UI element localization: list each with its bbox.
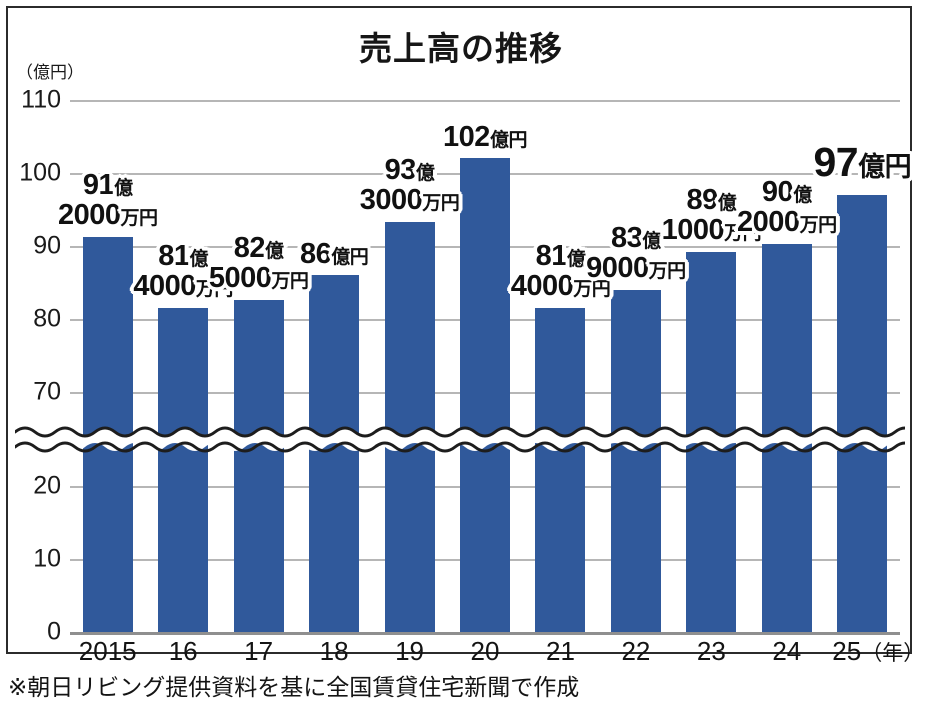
bar-value-label-line2: 5000万円	[208, 262, 309, 295]
bar	[610, 290, 661, 632]
y-axis-tick-label: 100	[19, 158, 61, 187]
bar	[535, 308, 586, 632]
bar	[837, 194, 888, 632]
chart-panel: 売上高の推移 （億円） 110 100 90 80 70 20 10 0 91億 2000万円 8…	[6, 6, 924, 666]
x-axis-label: 2015	[78, 636, 137, 666]
bar-value-label-line1: 97億円	[813, 138, 912, 185]
y-axis-tick-label: 80	[33, 304, 61, 333]
bar-value-label: 89億 1000万円	[661, 184, 762, 247]
y-axis-tick-label: 10	[33, 544, 61, 573]
x-axis-label: 19	[395, 636, 424, 666]
bar-value-label-line1: 102億円	[443, 121, 527, 154]
bar-value-label: 81億 4000万円	[511, 242, 611, 302]
bars-group	[70, 92, 900, 632]
bar-value-label-line1: 90億	[761, 176, 812, 209]
bar-value-label-line1: 82億	[233, 232, 284, 265]
bar	[460, 158, 510, 632]
bar	[82, 237, 133, 632]
x-axis-line	[70, 632, 900, 635]
y-axis-tick-label: 20	[33, 471, 61, 500]
bar-value-label-line1: 93億	[384, 153, 435, 186]
y-axis-tick-label: 110	[21, 85, 61, 114]
x-axis-label: 21	[545, 636, 575, 666]
bar-value-label-line2: 2000万円	[57, 198, 158, 231]
x-axis-label: 18	[319, 636, 349, 666]
bar-value-label-line2: 9000万円	[586, 252, 686, 285]
bar-value-label-line1: 89億	[686, 184, 737, 217]
bar-value-label-line2: 2000万円	[737, 206, 837, 239]
bar	[384, 221, 435, 632]
source-footnote: ※朝日リビング提供資料を基に全国賃貸住宅新聞で作成	[8, 674, 580, 700]
bar-value-label: 82億 5000万円	[209, 234, 309, 294]
bar-value-label: 91億 2000万円	[57, 169, 158, 231]
bar-value-label: 86億円	[299, 237, 369, 270]
x-axis-labels-group: 2015 16 17 18 19 20 21 22 23 24 25（年）	[70, 632, 924, 678]
x-axis-label: 16	[168, 636, 198, 666]
y-axis-tick-label: 90	[33, 231, 61, 260]
bar-value-label: 102億円	[443, 121, 527, 154]
bar-value-label-line2: 4000万円	[133, 270, 233, 303]
y-axis-tick-label: 0	[47, 617, 61, 646]
bar-value-label: 90億 2000万円	[737, 176, 837, 239]
x-axis-label: 24	[772, 636, 802, 666]
bar-value-label: 83億 9000万円	[586, 222, 686, 285]
x-axis-label: 20	[470, 636, 500, 666]
bar-value-label-line1: 81億	[535, 240, 586, 273]
page-title: 売上高の推移	[359, 30, 563, 67]
bar-value-label-line2: 1000万円	[661, 214, 762, 247]
bar-value-label-line1: 83億	[611, 222, 661, 255]
plot-area: 110 100 90 80 70 20 10 0 91億 2000万円 81億 4000万円 82億 5…	[15, 86, 924, 666]
gridline	[70, 100, 900, 102]
bar-value-label: 97億円	[813, 141, 911, 183]
bar	[309, 274, 360, 632]
bar-value-label-line1: 91億	[82, 169, 133, 202]
x-axis-label: 22	[621, 636, 651, 666]
bar-value-label-line2: 3000万円	[359, 183, 460, 216]
y-axis-tick-label: 70	[33, 377, 61, 406]
bar-value-label-line2: 4000万円	[510, 270, 611, 303]
bar-value-label: 81億 4000万円	[133, 242, 233, 302]
bar	[686, 252, 737, 632]
y-axis-unit-label: （億円）	[16, 63, 84, 82]
x-axis-label: 23	[696, 636, 726, 666]
bar-value-label-line1: 81億	[158, 240, 209, 273]
bar	[233, 300, 284, 632]
bar-value-label-line1: 86億円	[299, 237, 369, 270]
bar	[761, 244, 812, 632]
bar	[158, 308, 209, 632]
x-axis-label: 25（年）	[832, 636, 925, 666]
bar-value-label: 93億 3000万円	[359, 153, 460, 216]
x-axis-label: 17	[244, 636, 274, 666]
